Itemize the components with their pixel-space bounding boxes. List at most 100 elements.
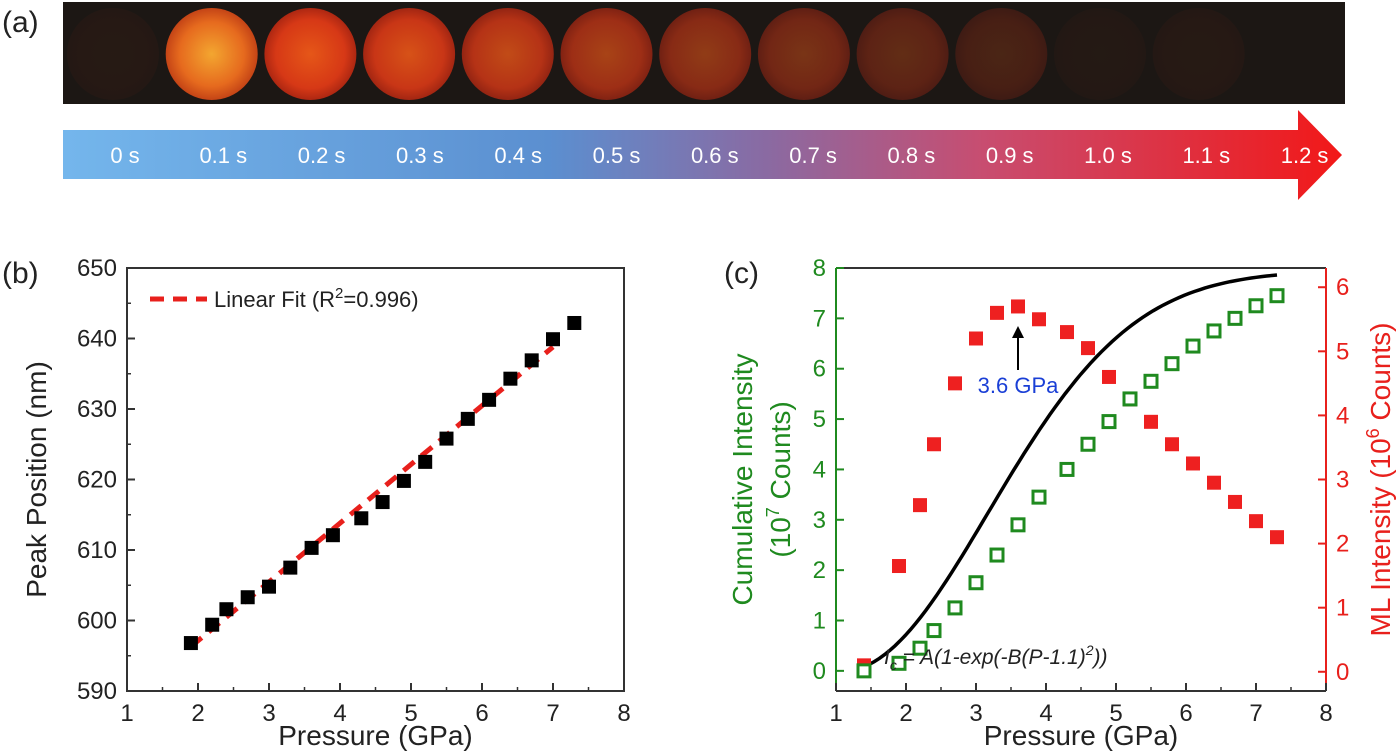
data-point [283,560,298,575]
cumulative-point [1059,461,1075,477]
cumulative-point [912,640,928,656]
annotation-label: 3.6 GPa [978,373,1059,398]
ml-glow-disk [757,8,850,100]
ml-intensity-point [1011,299,1025,314]
x-tick-label: 3 [262,700,275,727]
time-label: 0.4 s [494,143,542,168]
video-frame [264,8,357,100]
ml-glow-disk [264,8,357,100]
y-tick-label: 600 [77,608,117,635]
ml-intensity-point [1060,325,1074,340]
y-right-tick-label: 3 [1336,467,1349,494]
ml-glow-disk [659,8,752,100]
x-tick-label: 6 [475,700,488,727]
ml-intensity-point [1081,341,1095,356]
ml-intensity-point [1165,437,1179,452]
cumulative-point [1010,517,1026,533]
data-point [482,392,497,407]
video-frame [165,8,258,100]
time-label: 0.3 s [396,143,444,168]
ml-intensity-point [1270,530,1284,545]
x-tick-label: 5 [404,700,417,727]
time-label: 0.1 s [199,143,247,168]
y-tick-label: 590 [77,678,117,705]
ml-intensity-point [969,331,983,346]
cumulative-point [989,547,1005,563]
x-tick-label: 2 [899,700,912,727]
y-right-tick-label: 6 [1336,274,1349,301]
y-left-tick-label: 2 [813,557,826,584]
cumulative-point [1269,288,1285,304]
y-left-tick-label: 5 [813,406,826,433]
video-frames [67,8,1245,100]
ml-glow-disk [165,8,258,100]
y-tick-label: 610 [77,537,117,564]
ml-glow-disk [955,8,1048,100]
y-tick-label: 650 [77,255,117,282]
chart-b: 1 2 3 4 5 6 7 8 590 600 610 620 630 640 650 Pressure (G… [21,255,631,751]
fit-equation: Ic = A(1-exp(-B(P-1.1)2)) [884,642,1108,673]
data-point [546,332,560,347]
cumulative-point [856,663,872,679]
time-arrow [63,110,1342,200]
y-axis-title: Peak Position (nm) [21,361,52,598]
video-frame [659,8,752,100]
cumulative-point [1185,338,1201,354]
x-tick-label: 8 [1319,700,1332,727]
ml-intensity-point [1032,312,1046,327]
data-point [219,602,234,617]
y-right-axis-title: ML Intensity (106 Counts) [1363,322,1396,636]
cumulative-point [1248,298,1264,314]
x-axis-title: Pressure (GPa) [278,720,473,751]
ml-intensity-point [1228,494,1242,509]
time-labels: 0 s 0.1 s 0.2 s 0.3 s 0.4 s 0.5 s 0.6 s 0.7 s 0.… [110,143,1328,168]
y-tick-label: 620 [77,467,117,494]
ml-glow-disk [363,8,456,100]
data-point [460,411,475,426]
time-label: 0 s [110,143,139,168]
data-point [503,371,518,386]
y-left-tick-label: 4 [813,456,826,483]
x-tick-label: 5 [1109,700,1122,727]
time-label: 0.8 s [888,143,936,168]
cumulative-point [1206,323,1222,339]
annotation-arrow-head [1012,326,1024,338]
time-label: 0.2 s [298,143,346,168]
ml-intensity-point [1249,514,1263,529]
time-label: 1.2 s [1281,143,1329,168]
y-tick-label: 630 [77,396,117,423]
y-right-tick-label: 0 [1336,659,1349,686]
x-tick-label: 6 [1179,700,1192,727]
data-point [262,579,276,594]
x-tick-label: 7 [1249,700,1262,727]
video-frame [955,8,1048,100]
y-right-tick-label: 1 [1336,595,1349,622]
data-point [240,590,255,605]
cumulative-point [1227,310,1243,326]
ml-glow-disk [67,8,159,100]
cumulative-point [968,575,984,591]
cumulative-point [1122,391,1138,407]
cumulative-point [1080,436,1096,452]
data-point [304,540,319,555]
x-axis-title: Pressure (GPa) [984,720,1179,751]
cumulative-point [1031,489,1047,505]
ml-glow-disk [461,8,554,100]
y-left-axis-title: Cumulative Intensity [727,353,758,605]
y-left-tick-label: 6 [813,356,826,383]
data-point [439,431,454,446]
ml-intensity-point [1144,414,1158,429]
data-point [567,315,582,330]
ml-intensity-point [927,437,941,452]
ml-glow-disk [1054,8,1146,100]
panel-b-label: (b) [2,257,39,290]
y-right-tick-label: 2 [1336,531,1349,558]
x-tick-label: 2 [191,700,204,727]
video-frame [560,8,653,100]
y-tick-label: 640 [77,326,117,353]
panel-a-label: (a) [2,6,39,39]
plot-frame [126,267,625,692]
x-tick-label: 7 [546,700,559,727]
